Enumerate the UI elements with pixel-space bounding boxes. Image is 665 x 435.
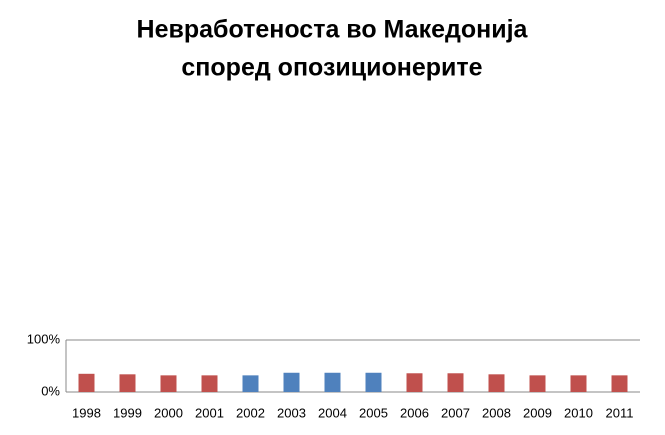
bar [324, 372, 341, 392]
chart-title: Невработеноста во Македонија [137, 16, 529, 44]
bar [611, 375, 628, 392]
chart-title: според опозиционерите [181, 54, 482, 82]
bar [119, 374, 136, 392]
bar [160, 375, 177, 392]
x-tick-label: 2002 [236, 405, 265, 420]
bar [365, 372, 382, 392]
bar [488, 374, 505, 392]
x-tick-label: 2009 [523, 405, 552, 420]
bar [406, 373, 423, 392]
x-tick-label: 1998 [72, 405, 101, 420]
bar [242, 375, 259, 392]
x-tick-label: 2011 [606, 405, 634, 420]
bar [570, 375, 587, 392]
bar [529, 375, 546, 392]
bar [447, 373, 464, 392]
x-tick-label: 2008 [482, 405, 511, 420]
x-tick-label: 2005 [359, 405, 388, 420]
x-tick-label: 2010 [564, 405, 593, 420]
bar [201, 375, 218, 392]
bar [78, 373, 95, 392]
x-tick-label: 1999 [113, 405, 142, 420]
x-tick-label: 2003 [277, 405, 306, 420]
bar [283, 372, 300, 392]
x-tick-label: 2006 [400, 405, 429, 420]
y-tick-label: 100% [27, 331, 61, 346]
x-tick-label: 2007 [441, 405, 470, 420]
x-tick-label: 2000 [154, 405, 183, 420]
x-tick-label: 2001 [195, 405, 224, 420]
x-tick-label: 2004 [318, 405, 347, 420]
y-tick-label: 0% [41, 383, 60, 398]
